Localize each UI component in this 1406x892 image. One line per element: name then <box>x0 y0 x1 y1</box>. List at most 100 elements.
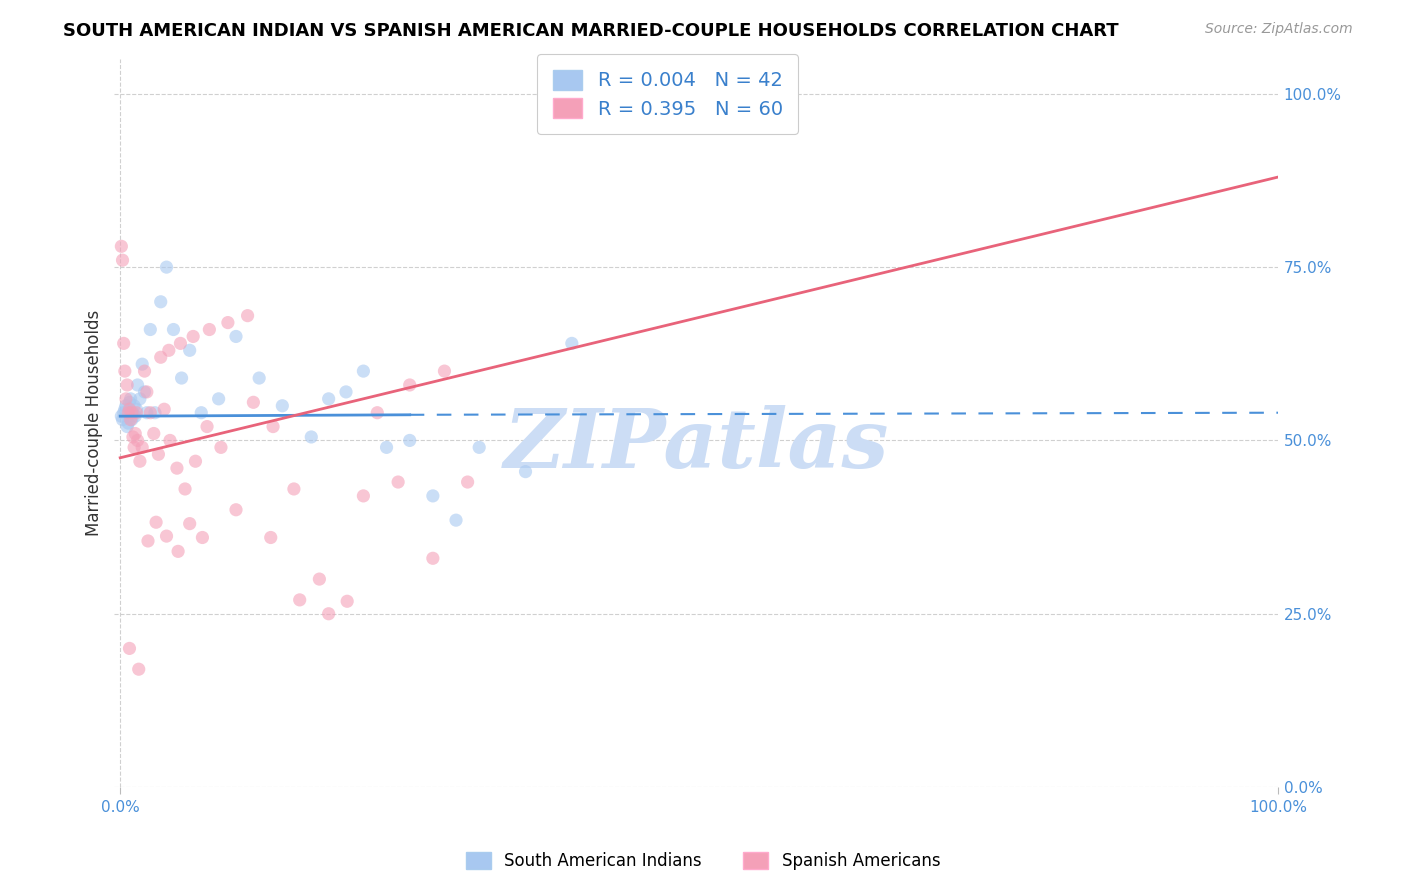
Point <box>127 378 149 392</box>
Point <box>283 482 305 496</box>
Point <box>122 406 145 420</box>
Point <box>198 322 221 336</box>
Point <box>145 515 167 529</box>
Legend: R = 0.004   N = 42, R = 0.395   N = 60: R = 0.004 N = 42, R = 0.395 N = 60 <box>537 54 799 135</box>
Point <box>352 489 374 503</box>
Point <box>170 371 193 385</box>
Point <box>111 253 134 268</box>
Point <box>515 465 537 479</box>
Text: Source: ZipAtlas.com: Source: ZipAtlas.com <box>1205 22 1353 37</box>
Point <box>190 406 212 420</box>
Point <box>142 426 165 441</box>
Point <box>134 364 156 378</box>
Point <box>308 572 330 586</box>
Point <box>117 416 139 430</box>
Point <box>242 395 264 409</box>
Point <box>139 322 162 336</box>
Point <box>225 502 247 516</box>
Point <box>115 419 138 434</box>
Text: SOUTH AMERICAN INDIAN VS SPANISH AMERICAN MARRIED-COUPLE HOUSEHOLDS CORRELATION : SOUTH AMERICAN INDIAN VS SPANISH AMERICA… <box>63 22 1119 40</box>
Point <box>121 406 143 420</box>
Point <box>398 378 420 392</box>
Point <box>262 419 284 434</box>
Point <box>375 441 398 455</box>
Point <box>208 392 231 406</box>
Point <box>136 533 159 548</box>
Point <box>195 419 218 434</box>
Point <box>128 454 150 468</box>
Point <box>179 343 201 358</box>
Text: ZIPatlas: ZIPatlas <box>503 405 889 485</box>
Point <box>162 322 184 336</box>
Point <box>149 294 172 309</box>
Point <box>118 641 141 656</box>
Point <box>335 384 357 399</box>
Point <box>159 434 181 448</box>
Point <box>271 399 294 413</box>
Point <box>122 399 145 413</box>
Point <box>153 402 176 417</box>
Point <box>184 454 207 468</box>
Point <box>124 409 146 424</box>
Legend: South American Indians, Spanish Americans: South American Indians, Spanish American… <box>458 845 948 877</box>
Point <box>128 662 150 676</box>
Point <box>115 392 138 406</box>
Point <box>174 482 197 496</box>
Point <box>115 399 138 413</box>
Point <box>127 434 149 448</box>
Point <box>117 406 139 420</box>
Point <box>121 412 143 426</box>
Point <box>112 406 135 420</box>
Point <box>124 426 146 441</box>
Point <box>128 392 150 406</box>
Point <box>131 441 153 455</box>
Point <box>125 406 148 420</box>
Point <box>149 351 172 365</box>
Point <box>398 434 420 448</box>
Point <box>318 392 340 406</box>
Point <box>135 406 157 420</box>
Point <box>366 406 388 420</box>
Point <box>433 364 456 378</box>
Point <box>166 461 188 475</box>
Point <box>118 402 141 417</box>
Point <box>352 364 374 378</box>
Point <box>139 406 162 420</box>
Point <box>209 441 232 455</box>
Point <box>457 475 479 489</box>
Point <box>422 551 444 566</box>
Point <box>155 260 177 274</box>
Point <box>225 329 247 343</box>
Point <box>134 384 156 399</box>
Point <box>191 531 214 545</box>
Point <box>169 336 191 351</box>
Point <box>288 593 311 607</box>
Point <box>135 384 157 399</box>
Point <box>236 309 259 323</box>
Point <box>422 489 444 503</box>
Point <box>167 544 190 558</box>
Point <box>120 412 142 426</box>
Point <box>260 531 283 545</box>
Point <box>114 402 136 417</box>
Point <box>155 529 177 543</box>
Point <box>125 402 148 417</box>
Point <box>179 516 201 531</box>
Point <box>148 447 170 461</box>
Point <box>118 395 141 409</box>
Y-axis label: Married-couple Households: Married-couple Households <box>86 310 103 536</box>
Point <box>217 316 239 330</box>
Point <box>120 392 142 406</box>
Point <box>336 594 359 608</box>
Point <box>318 607 340 621</box>
Point <box>157 343 180 358</box>
Point <box>299 430 322 444</box>
Point <box>122 441 145 455</box>
Point <box>111 412 134 426</box>
Point <box>114 364 136 378</box>
Point <box>468 441 491 455</box>
Point <box>561 336 583 351</box>
Point <box>247 371 270 385</box>
Point <box>110 239 132 253</box>
Point <box>181 329 204 343</box>
